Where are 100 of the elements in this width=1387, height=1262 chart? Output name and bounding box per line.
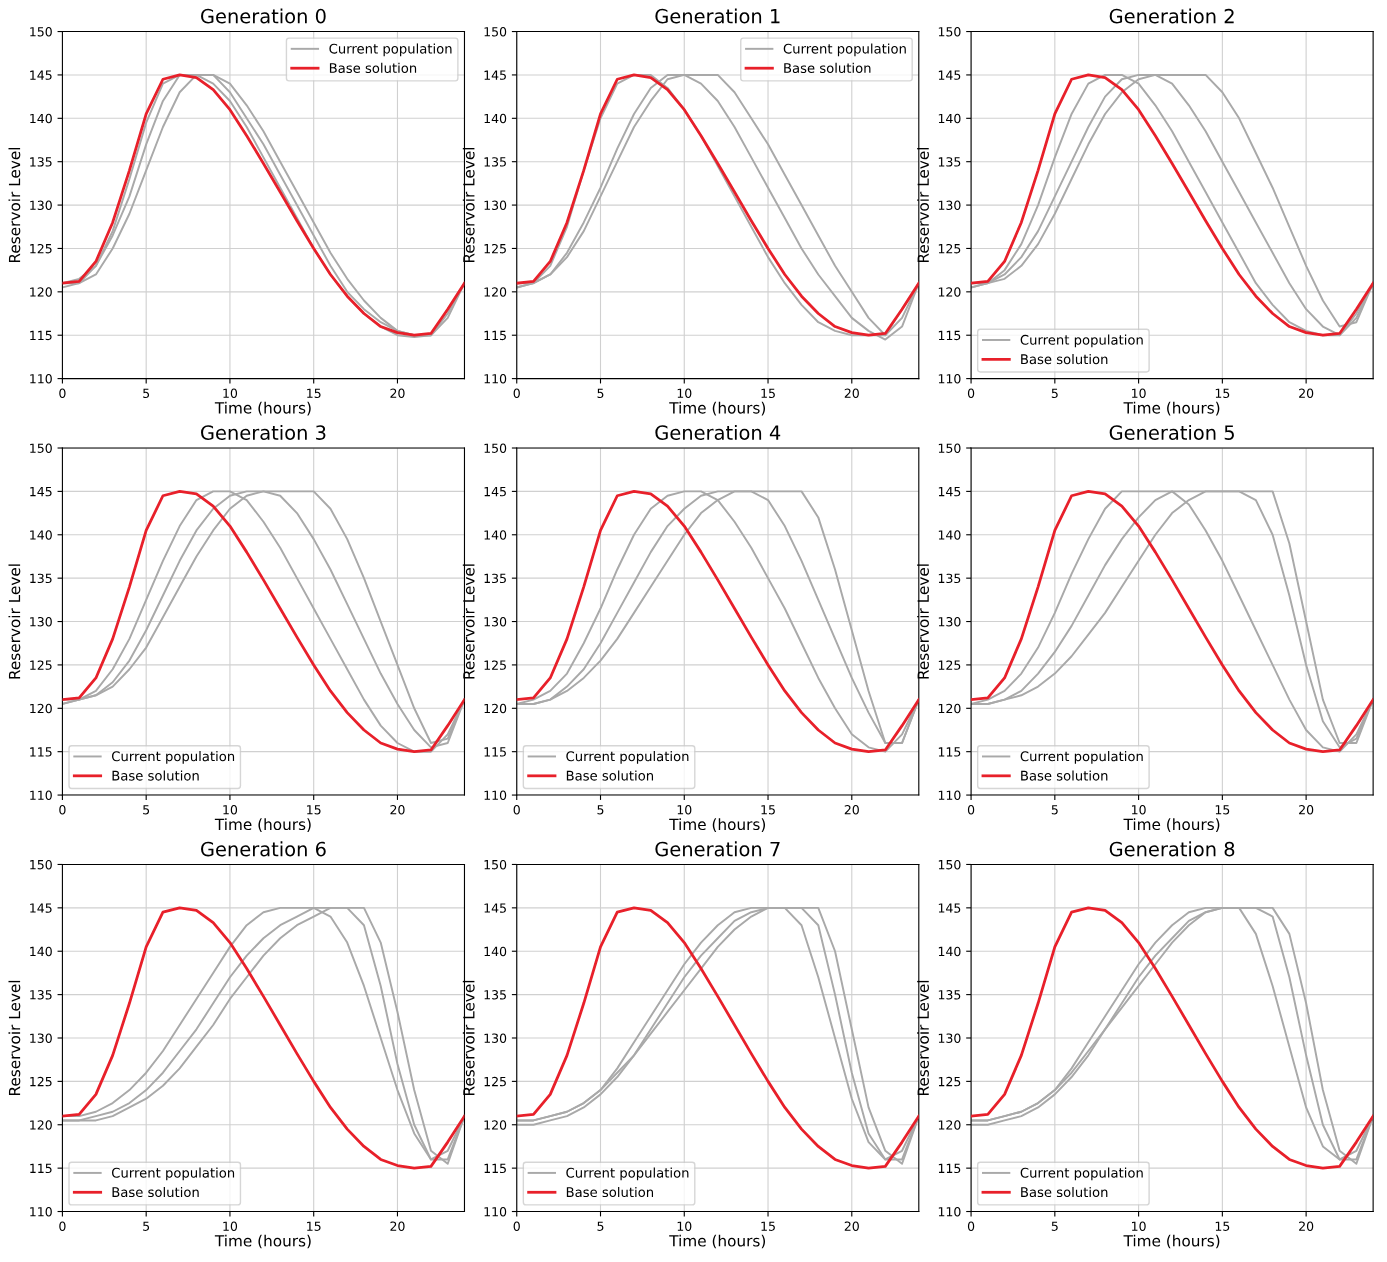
legend-label: Base solution (112, 1186, 199, 1198)
x-tick-label: 0 (513, 388, 520, 398)
y-tick-label: 150 (484, 443, 507, 453)
x-axis-title: Time (hours) (214, 401, 311, 416)
y-tick-label: 115 (484, 747, 506, 757)
x-tick-label: 20 (1299, 388, 1314, 398)
y-tick-label: 110 (484, 1206, 507, 1217)
y-tick-label: 110 (938, 790, 961, 800)
x-tick-label: 0 (967, 388, 975, 398)
x-axis-title: Time (hours) (669, 818, 766, 832)
y-tick-label: 115 (30, 1163, 52, 1174)
legend-label: Base solution (566, 1186, 654, 1198)
y-tick-label: 125 (30, 243, 52, 254)
legend-label: Current population (1020, 1167, 1143, 1181)
y-tick-label: 110 (30, 374, 52, 384)
y-tick-label: 140 (30, 530, 52, 540)
y-axis-title: Reservoir Level (917, 564, 929, 679)
y-axis-title: Reservoir Level (462, 147, 475, 263)
x-tick-label: 10 (223, 1221, 238, 1231)
x-tick-label: 10 (677, 388, 692, 398)
x-tick-label: 20 (1299, 805, 1314, 815)
x-axis-title: Time (hours) (669, 1234, 766, 1249)
y-tick-label: 140 (938, 530, 961, 540)
chart-title: Generation 0 (201, 8, 326, 24)
y-tick-label: 110 (938, 1206, 961, 1217)
y-tick-label: 150 (30, 859, 52, 870)
y-axis-title: Reservoir Level (917, 147, 929, 263)
y-tick-label: 130 (484, 617, 507, 627)
x-tick-label: 0 (967, 1221, 975, 1231)
x-tick-label: 0 (59, 1221, 66, 1231)
x-tick-label: 5 (597, 388, 604, 398)
x-tick-label: 5 (143, 388, 150, 398)
y-tick-label: 140 (484, 530, 507, 540)
y-tick-label: 120 (484, 1120, 507, 1130)
y-tick-label: 145 (30, 903, 52, 913)
y-tick-label: 130 (938, 617, 961, 627)
chart-title: Generation 7 (655, 841, 780, 857)
x-tick-label: 0 (967, 805, 975, 815)
y-axis-title: Reservoir Level (462, 980, 475, 1096)
y-tick-label: 115 (484, 1163, 506, 1174)
y-tick-label: 115 (938, 747, 961, 757)
y-tick-label: 125 (484, 1076, 506, 1087)
y-tick-label: 110 (938, 374, 961, 384)
y-tick-label: 150 (30, 27, 52, 37)
x-tick-label: 20 (1299, 1221, 1314, 1231)
y-tick-label: 120 (938, 1120, 961, 1130)
y-tick-label: 150 (938, 27, 961, 37)
chart-title: Generation 1 (655, 8, 780, 24)
chart-title: Generation 2 (1109, 8, 1234, 24)
y-tick-label: 115 (484, 330, 506, 341)
y-axis-title: Reservoir Level (8, 147, 21, 263)
x-tick-label: 10 (677, 1221, 692, 1231)
x-axis-title: Time (hours) (214, 818, 311, 832)
y-tick-label: 130 (30, 200, 52, 210)
x-tick-label: 20 (844, 805, 859, 815)
legend-label: Current population (111, 1167, 235, 1181)
y-tick-label: 135 (938, 157, 961, 167)
y-tick-label: 125 (938, 660, 961, 670)
x-tick-label: 0 (59, 388, 66, 398)
y-tick-label: 140 (484, 946, 507, 957)
x-tick-label: 15 (307, 805, 321, 815)
x-axis-title: Time (hours) (669, 401, 766, 416)
y-tick-label: 140 (938, 113, 961, 124)
chart-title: Generation 4 (655, 424, 781, 440)
x-axis-title: Time (hours) (214, 1234, 311, 1249)
chart-title: Generation 3 (201, 424, 326, 440)
y-tick-label: 130 (484, 1033, 507, 1043)
y-tick-label: 120 (30, 703, 52, 714)
y-tick-label: 135 (484, 157, 506, 167)
x-tick-label: 20 (844, 388, 859, 398)
y-tick-label: 145 (484, 487, 506, 497)
y-axis-title: Reservoir Level (8, 980, 21, 1096)
legend-label: Current population (111, 751, 235, 764)
y-tick-label: 145 (30, 70, 52, 80)
y-tick-label: 145 (938, 903, 961, 913)
x-tick-label: 15 (1215, 805, 1230, 815)
x-tick-label: 20 (390, 805, 405, 815)
y-tick-label: 150 (30, 443, 52, 453)
legend-label: Base solution (1021, 1186, 1108, 1198)
y-tick-label: 135 (484, 990, 506, 1000)
x-tick-label: 5 (597, 805, 604, 815)
y-axis-title: Reservoir Level (8, 564, 21, 679)
chart-title: Generation 6 (201, 841, 326, 857)
x-tick-label: 15 (307, 388, 321, 398)
y-tick-label: 110 (30, 1206, 52, 1217)
x-tick-label: 5 (1051, 1221, 1058, 1231)
legend-label: Base solution (566, 770, 654, 781)
y-tick-label: 145 (484, 70, 506, 80)
legend-label: Current population (329, 43, 452, 57)
y-tick-label: 130 (30, 1033, 52, 1043)
y-tick-label: 130 (30, 617, 52, 627)
y-tick-label: 150 (938, 443, 961, 453)
y-tick-label: 120 (484, 703, 507, 714)
y-axis-title: Reservoir Level (462, 564, 475, 679)
y-tick-label: 125 (938, 1076, 961, 1087)
y-tick-label: 150 (484, 27, 507, 37)
x-tick-label: 0 (513, 805, 520, 815)
y-tick-label: 140 (30, 946, 52, 957)
x-axis-title: Time (hours) (1123, 401, 1220, 416)
x-tick-label: 15 (1215, 1221, 1230, 1231)
